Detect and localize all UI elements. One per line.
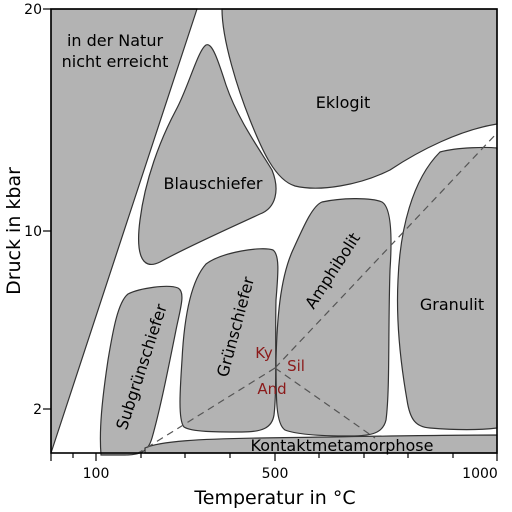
region-greenschist [179, 248, 279, 433]
region-contact-metamorphism [144, 434, 498, 454]
region-amphibolite [275, 198, 392, 437]
y-tick-label-10: 10 [24, 224, 42, 240]
x-axis-title: Temperatur in °C [193, 487, 355, 509]
y-tick-label-20: 20 [24, 2, 42, 18]
region-granulite [396, 146, 498, 431]
x-tick-label-100: 100 [83, 466, 110, 482]
label-sillimanite: Sil [287, 357, 305, 375]
label-blueschist: Blauschiefer [164, 174, 263, 193]
label-kyanite: Ky [255, 344, 273, 362]
x-tick-label-500: 500 [262, 466, 289, 482]
andalusite-kyanite-line [134, 367, 276, 456]
kyanite-sillimanite-line [274, 132, 498, 369]
y-tick-label-2: 2 [33, 402, 42, 418]
label-not-reached-line1: in der Natur [67, 31, 164, 50]
label-granulite: Granulit [420, 295, 484, 314]
label-eclogite: Eklogit [316, 93, 370, 112]
label-andalusite: And [257, 380, 286, 398]
x-tick-label-1000: 1000 [462, 466, 498, 482]
region-subgreenschist [99, 285, 183, 456]
y-axis-title: Druck in kbar [3, 167, 25, 295]
andalusite-sillimanite-line [274, 367, 376, 439]
x-axis-ticks [50, 453, 498, 461]
y-axis-ticks [43, 8, 51, 410]
label-contact-metamorphism: Kontaktmetamorphose [251, 436, 434, 455]
label-not-reached-line2: nicht erreicht [62, 52, 169, 71]
region-eclogite [221, 8, 498, 189]
region-blueschist [138, 44, 277, 265]
